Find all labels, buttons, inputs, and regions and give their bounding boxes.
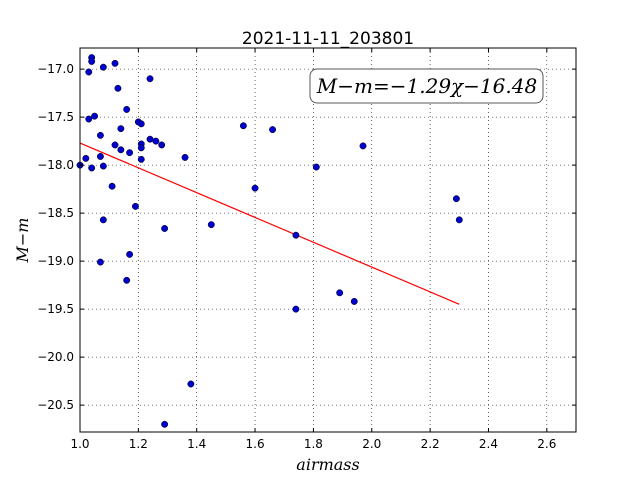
data-point — [126, 149, 134, 157]
data-point — [126, 250, 134, 258]
data-point — [108, 182, 116, 190]
data-points — [76, 54, 463, 428]
data-point — [161, 225, 169, 232]
y-tick-label: −18.5 — [37, 206, 74, 220]
y-tick-label: −20.5 — [37, 398, 74, 412]
data-point — [123, 105, 131, 113]
x-tick-label: 1.6 — [246, 437, 265, 451]
data-point — [292, 305, 300, 313]
data-point — [137, 155, 145, 163]
data-point — [251, 184, 259, 192]
data-point — [99, 63, 107, 71]
data-point — [117, 146, 125, 154]
x-tick-label: 1.4 — [187, 437, 206, 451]
data-point — [114, 84, 122, 92]
data-point — [146, 75, 154, 83]
y-tick-label: −17.0 — [37, 62, 74, 76]
data-point — [207, 221, 215, 229]
data-point — [88, 57, 96, 65]
equation-text: M−m=−1.29χ−16.48 — [316, 74, 537, 98]
data-point — [111, 141, 119, 149]
y-tick-label: −18.0 — [37, 158, 74, 172]
data-point — [152, 137, 160, 145]
data-point — [455, 216, 463, 224]
data-point — [137, 120, 145, 128]
y-tick-label: −17.5 — [37, 110, 74, 124]
x-tick-label: 1.2 — [129, 437, 148, 451]
x-tick-label: 1.8 — [304, 437, 323, 451]
data-point — [452, 195, 460, 203]
data-point — [96, 153, 104, 160]
x-tick-label: 2.6 — [537, 437, 556, 451]
data-point — [88, 164, 96, 172]
data-point — [359, 142, 367, 150]
data-point — [91, 112, 99, 120]
data-point — [336, 289, 344, 297]
y-axis-label: M−m — [13, 218, 32, 264]
y-tick-label: −20.0 — [37, 350, 74, 364]
data-point — [131, 202, 139, 210]
axis-ticks: 1.0 1.2 1.4 1.6 1.8 2.0 2.2 2.4 2.6 −17.0 −17.5 −18… — [37, 48, 576, 451]
data-point — [99, 216, 107, 224]
data-point — [96, 131, 104, 139]
data-point — [99, 162, 107, 170]
equation-annotation: M−m=−1.29χ−16.48 — [309, 68, 544, 104]
x-tick-label: 1.0 — [70, 437, 89, 451]
data-point — [117, 125, 125, 133]
data-point — [269, 126, 277, 134]
data-point — [161, 420, 169, 428]
data-point — [239, 122, 247, 130]
data-point — [181, 153, 189, 161]
data-point — [82, 154, 90, 162]
plot-frame — [79, 47, 577, 433]
y-tick-label: −19.5 — [37, 302, 74, 316]
data-point — [111, 59, 119, 67]
equation-box — [309, 68, 544, 104]
data-point — [85, 115, 93, 123]
data-point — [137, 144, 145, 152]
data-point — [350, 297, 358, 305]
data-point — [292, 231, 300, 239]
fit-line — [79, 142, 460, 305]
x-axis-label: airmass — [296, 455, 359, 474]
x-tick-label: 2.2 — [421, 437, 440, 451]
data-point — [123, 276, 131, 284]
data-point — [146, 135, 154, 143]
data-point — [85, 68, 93, 76]
x-tick-label: 2.0 — [362, 437, 381, 451]
data-point — [187, 380, 195, 388]
grid-lines — [79, 48, 576, 432]
chart-title: 2021-11-11_203801 — [242, 29, 414, 49]
data-point — [312, 163, 320, 171]
x-tick-label: 2.4 — [479, 437, 498, 451]
fit-line-group — [79, 142, 460, 305]
y-tick-label: −19.0 — [37, 254, 74, 268]
data-point — [96, 258, 104, 266]
data-point — [158, 141, 166, 149]
